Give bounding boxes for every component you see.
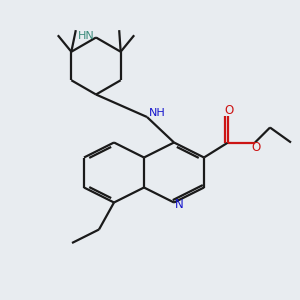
Text: O: O: [224, 104, 233, 118]
Text: O: O: [251, 141, 260, 154]
Text: HN: HN: [78, 31, 95, 41]
Text: NH: NH: [149, 108, 166, 118]
Text: N: N: [175, 197, 184, 211]
